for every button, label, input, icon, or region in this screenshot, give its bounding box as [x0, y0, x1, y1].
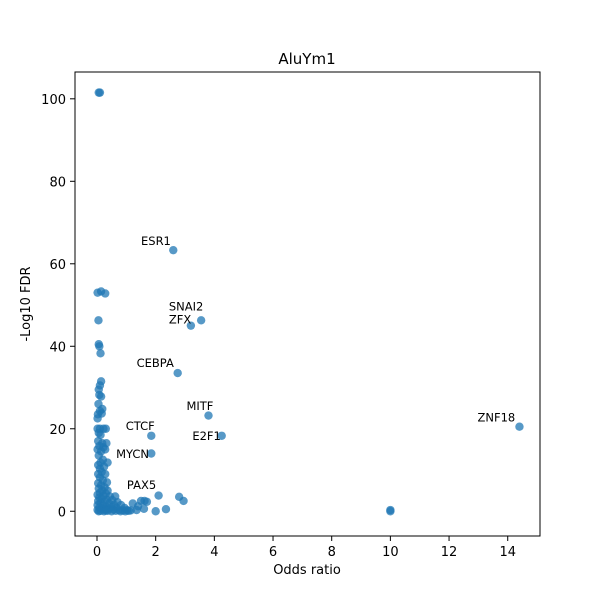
y-tick-label: 40 [49, 340, 66, 355]
data-point [93, 414, 102, 423]
y-tick-label: 60 [49, 258, 66, 273]
data-point [169, 245, 178, 255]
x-tick-label: 8 [328, 545, 336, 560]
x-tick-label: 10 [382, 545, 399, 560]
data-point [179, 496, 188, 506]
data-point [95, 88, 105, 97]
x-tick-label: 12 [441, 545, 458, 560]
x-tick-label: 14 [499, 545, 516, 560]
data-point [204, 411, 213, 420]
x-tick-label: 0 [93, 545, 101, 560]
annotation-label: MITF [186, 399, 213, 413]
y-tick-label: 100 [41, 93, 66, 108]
data-point [132, 505, 141, 515]
data-point [142, 497, 152, 506]
data-point [515, 422, 524, 431]
data-point [147, 431, 156, 440]
data-point [101, 289, 110, 298]
data-point [139, 504, 149, 513]
x-tick-label: 6 [269, 545, 277, 560]
data-point [196, 316, 206, 325]
data-point [154, 491, 163, 500]
x-axis: 0 2 4 6 8 10 12 14 [93, 536, 516, 560]
y-tick-label: 0 [58, 505, 66, 520]
data-point [95, 342, 104, 351]
x-axis-label: Odds ratio [273, 563, 341, 578]
y-axis: 0 20 40 60 80 100 [41, 93, 75, 520]
chart-title: AluYm1 [278, 50, 335, 68]
points-layer [93, 88, 524, 516]
data-point [96, 349, 105, 358]
annotation-label: PAX5 [127, 478, 156, 492]
data-point [186, 321, 196, 330]
data-point [217, 431, 226, 440]
annotation-label: E2F1 [192, 429, 221, 443]
data-point [101, 424, 111, 433]
data-point [124, 506, 133, 516]
data-point [94, 507, 103, 516]
y-axis-label: -Log10 FDR [19, 266, 34, 341]
data-point [96, 392, 106, 401]
plot-frame [74, 71, 541, 537]
x-tick-label: 2 [152, 545, 160, 560]
x-tick-label: 4 [210, 545, 218, 560]
annotation-label: CTCF [126, 419, 155, 433]
data-point [386, 507, 395, 516]
data-point [161, 504, 171, 514]
data-point [151, 507, 160, 516]
annotation-label: MYCN [116, 447, 149, 461]
annotation-label: CEBPA [137, 356, 174, 370]
annotation-label: ZFX [169, 313, 191, 327]
annotation-label: ZNF18 [478, 410, 516, 424]
data-point [173, 368, 182, 378]
annotation-label: SNAI2 [169, 299, 203, 313]
y-tick-label: 20 [49, 423, 66, 438]
data-point [94, 316, 103, 325]
data-point [101, 506, 111, 515]
annotation-label: ESR1 [141, 234, 171, 248]
data-point [147, 449, 156, 458]
y-tick-label: 80 [49, 175, 66, 190]
